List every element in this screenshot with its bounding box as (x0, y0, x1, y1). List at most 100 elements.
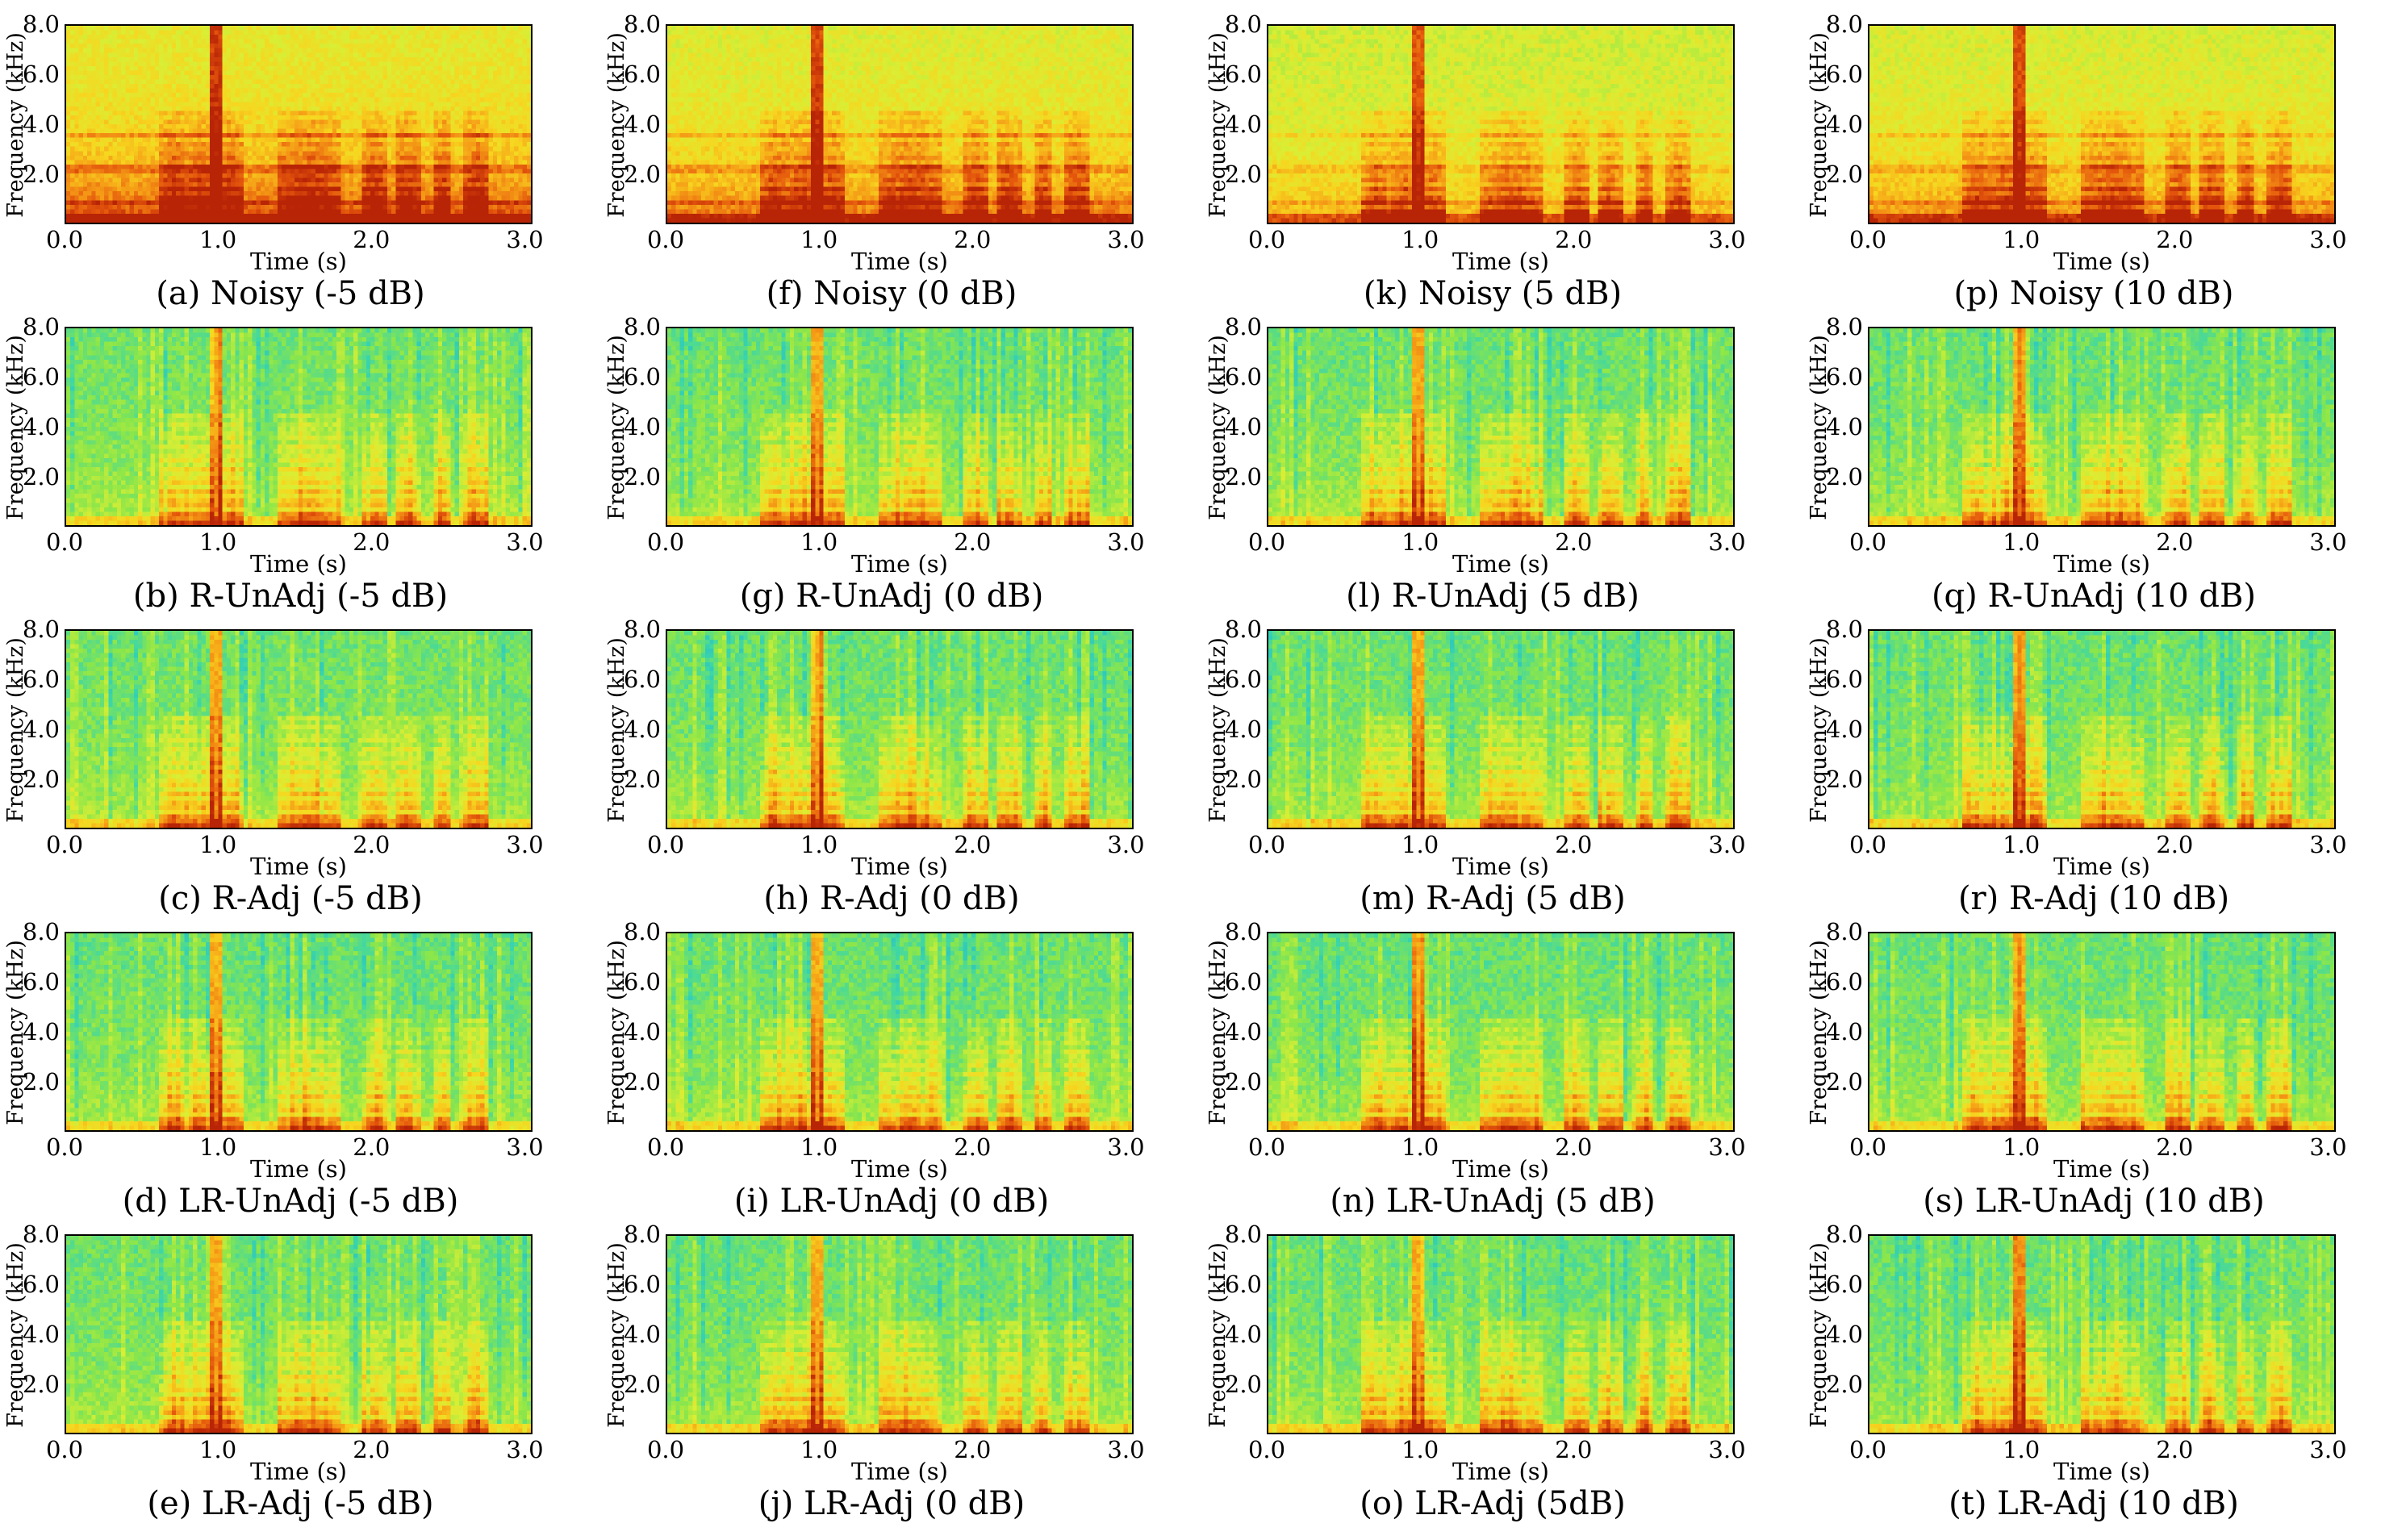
spectrogram-cell (455, 31, 459, 35)
spectrogram-cell (480, 218, 484, 223)
spectrogram-cell (134, 169, 138, 173)
spectrogram-cell (219, 218, 223, 223)
spectrogram-cell (340, 119, 345, 124)
spectrogram-cell (408, 102, 412, 106)
spectrogram-cell (91, 111, 95, 115)
spectrogram-cell (493, 102, 497, 106)
spectrogram-cell (261, 48, 265, 53)
spectrogram-cell (176, 187, 180, 192)
spectrogram-cell (189, 102, 193, 106)
spectrogram-cell (261, 151, 265, 156)
spectrogram-cell (493, 44, 497, 48)
spectrogram-cell (278, 98, 282, 102)
spectrogram-cell (79, 151, 83, 156)
spectrogram-cell (501, 151, 505, 156)
spectrogram-cell (307, 147, 311, 152)
spectrogram-cell (506, 106, 510, 111)
spectrogram-cell (442, 98, 446, 102)
spectrogram-cell (374, 98, 378, 102)
spectrogram-cell (429, 48, 433, 53)
spectrogram-cell (202, 124, 206, 129)
spectrogram-cell (151, 31, 155, 35)
spectrogram-cell (395, 214, 399, 219)
spectrogram-cell (303, 44, 307, 48)
spectrogram-cell (206, 89, 210, 94)
spectrogram-cell (467, 70, 471, 75)
spectrogram-cell (185, 119, 189, 124)
spectrogram-cell (185, 124, 189, 129)
spectrogram-cell (79, 138, 83, 143)
spectrogram-cell (163, 191, 167, 196)
spectrogram-cell (400, 40, 404, 44)
spectrogram-cell (489, 156, 493, 161)
spectrogram-cell (104, 75, 108, 80)
spectrogram-cell (299, 209, 303, 214)
spectrogram-cell (527, 80, 531, 85)
spectrogram-cell (866, 26, 870, 31)
spectrogram-cell (429, 218, 433, 223)
spectrogram-cell (404, 165, 408, 169)
spectrogram-cell (476, 169, 480, 173)
spectrogram-cell (163, 106, 167, 111)
spectrogram-cell (223, 52, 227, 57)
spectrogram-cell (442, 111, 446, 115)
spectrogram-cell (189, 61, 193, 66)
spectrogram-cell (438, 182, 442, 187)
spectrogram-cell (510, 142, 514, 147)
spectrogram-cell (185, 214, 189, 219)
spectrogram-cell (142, 31, 146, 35)
spectrogram-cell (274, 80, 278, 85)
spectrogram-cell (294, 129, 299, 134)
spectrogram-cell (366, 40, 370, 44)
spectrogram-cell (451, 106, 455, 111)
spectrogram-cell (155, 187, 159, 192)
spectrogram-cell (434, 147, 438, 152)
spectrogram-cell (429, 106, 433, 111)
spectrogram-cell (269, 98, 273, 102)
spectrogram-cell (412, 209, 416, 214)
spectrogram-cell (353, 70, 357, 75)
spectrogram-cell (315, 119, 320, 124)
spectrogram-cell (362, 115, 366, 120)
spectrogram-cell (134, 119, 138, 124)
spectrogram-cell (100, 196, 104, 201)
spectrogram-cell (438, 48, 442, 53)
spectrogram-cell (214, 70, 218, 75)
spectrogram-cell (117, 26, 121, 31)
spectrogram-cell (429, 160, 433, 165)
spectrogram-cell (278, 147, 282, 152)
spectrogram-cell (357, 133, 361, 138)
spectrogram-cell (370, 129, 374, 134)
spectrogram-cell (332, 191, 336, 196)
spectrogram-cell (357, 119, 361, 124)
spectrogram-cell (395, 61, 399, 66)
spectrogram-cell (332, 173, 336, 178)
spectrogram-cell (459, 129, 463, 134)
spectrogram-cell (489, 147, 493, 152)
spectrogram-cell (438, 119, 442, 124)
spectrogram-cell (219, 178, 223, 183)
spectrogram-cell (202, 102, 206, 106)
spectrogram-cell (138, 214, 142, 219)
spectrogram-cell (378, 111, 382, 115)
spectrogram-cell (345, 165, 349, 169)
spectrogram-cell (104, 44, 108, 48)
spectrogram-cell (74, 102, 78, 106)
spectrogram-cell (290, 40, 294, 44)
spectrogram-cell (159, 80, 163, 85)
spectrogram-cell (100, 165, 104, 169)
spectrogram-cell (340, 173, 345, 178)
spectrogram-cell (223, 115, 227, 120)
spectrogram-cell (265, 151, 269, 156)
spectrogram-cell (353, 40, 357, 44)
spectrogram-cell (484, 165, 488, 169)
spectrogram-cell (467, 218, 471, 223)
spectrogram-cell (328, 138, 332, 143)
spectrogram-cell (378, 98, 382, 102)
spectrogram-cell (206, 151, 210, 156)
spectrogram-cell (100, 31, 104, 35)
spectrogram-cell (429, 52, 433, 57)
spectrogram-cell (231, 165, 235, 169)
spectrogram-cell (294, 133, 299, 138)
spectrogram-cell (193, 138, 197, 143)
